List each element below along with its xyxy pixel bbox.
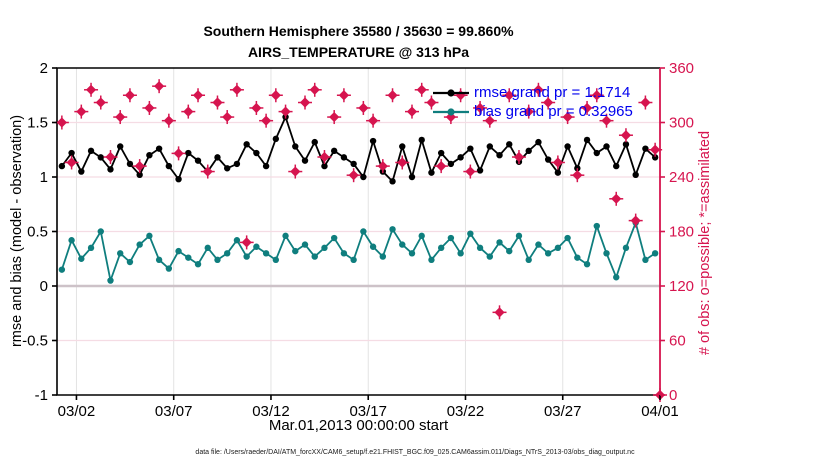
svg-text:0: 0 (669, 387, 677, 404)
y-axis-label-left: rmse and bias (model - observation) (9, 114, 25, 348)
rmse-line-sample-icon (433, 88, 469, 97)
legend-label-rmse: rmse grand pr = 1.1714 (474, 84, 631, 101)
svg-text:2: 2 (40, 60, 48, 77)
svg-text:-1: -1 (35, 387, 48, 404)
data-file-note: data file: /Users/raeder/DAI/ATM_forcXX/… (195, 449, 635, 456)
svg-text:03/22: 03/22 (447, 403, 485, 420)
svg-text:03/17: 03/17 (349, 403, 387, 420)
legend-item-bias: bias grand pr = 0.32965 (431, 102, 633, 121)
svg-text:03/12: 03/12 (252, 403, 290, 420)
x-axis-label: Mar.01,2013 00:00:00 start (268, 417, 449, 434)
svg-text:03/07: 03/07 (155, 403, 193, 420)
svg-text:04/01: 04/01 (641, 403, 679, 420)
bias-line-sample-icon (433, 107, 469, 116)
svg-text:0.5: 0.5 (27, 224, 48, 241)
svg-text:240: 240 (669, 169, 694, 186)
legend: rmse grand pr = 1.1714 bias grand pr = 0… (431, 83, 633, 121)
svg-text:360: 360 (669, 60, 694, 77)
chart-subtitle: AIRS_TEMPERATURE @ 313 hPa (247, 44, 470, 60)
svg-text:300: 300 (669, 115, 694, 132)
svg-text:1: 1 (40, 169, 48, 186)
chart-title: Southern Hemisphere 35580 / 35630 = 99.8… (203, 23, 514, 39)
svg-text:120: 120 (669, 278, 694, 295)
svg-text:03/02: 03/02 (58, 403, 96, 420)
svg-text:60: 60 (669, 333, 686, 350)
svg-text:0: 0 (40, 278, 48, 295)
svg-text:-0.5: -0.5 (22, 333, 48, 350)
legend-label-bias: bias grand pr = 0.32965 (474, 103, 633, 120)
svg-text:180: 180 (669, 224, 694, 241)
svg-text:1.5: 1.5 (27, 115, 48, 132)
svg-text:03/27: 03/27 (544, 403, 582, 420)
legend-item-rmse: rmse grand pr = 1.1714 (431, 83, 633, 102)
y-axis-label-right: # of obs: o=possible; *=assimilated (697, 130, 713, 356)
